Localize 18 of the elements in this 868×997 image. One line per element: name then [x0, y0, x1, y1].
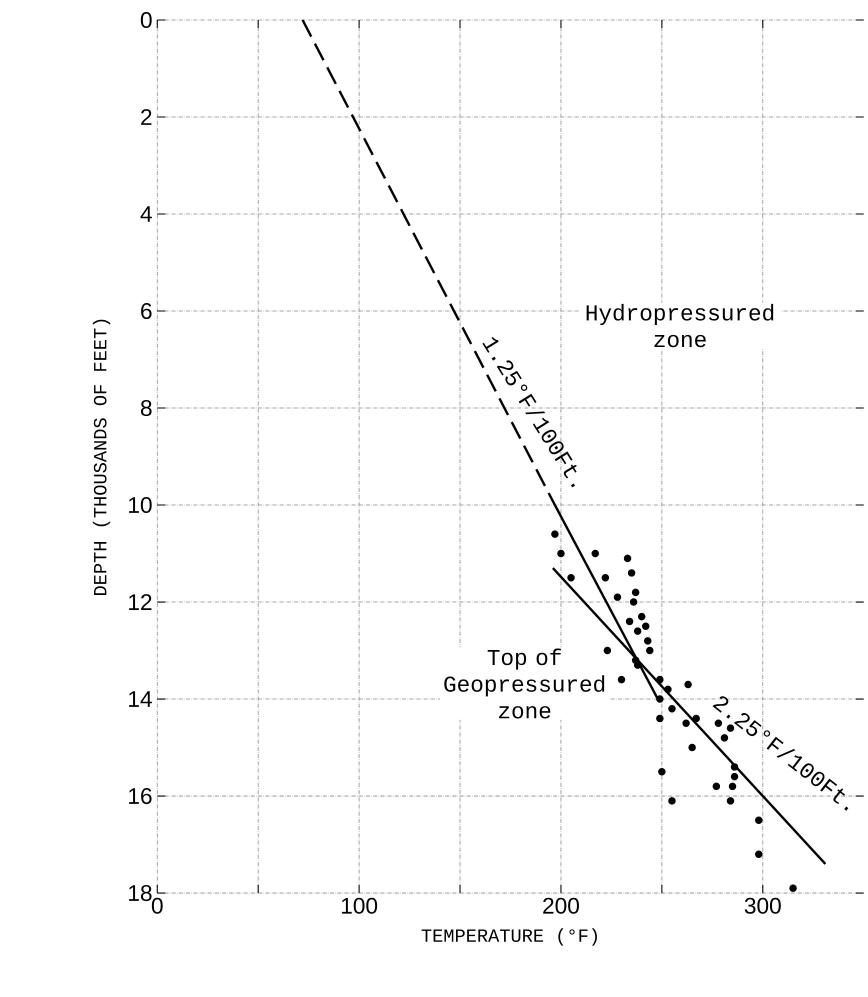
y-tick-label: 10: [129, 497, 152, 514]
y-tick-label: 16: [129, 788, 152, 804]
y-tick-label: 18: [129, 885, 152, 902]
x-axis-title: TEMPERATURE (°F): [422, 928, 598, 946]
y-tick-label: 2: [141, 109, 152, 125]
y-tick-label: 12: [129, 594, 152, 610]
x-tick-label: 100: [342, 898, 378, 914]
y-tick-label: 8: [141, 400, 152, 416]
annotation: Top of Geopressured zone: [444, 648, 604, 718]
y-tick-label: 4: [140, 206, 152, 222]
x-tick-label: 300: [744, 898, 781, 914]
y-tick-label: 6: [141, 302, 152, 320]
x-tick-label: 200: [543, 898, 580, 914]
x-tick-label: 0: [152, 898, 163, 914]
y-axis-title: DEPTH (THOUSANDS OF FEET): [92, 320, 110, 596]
annotation: Hydropressured zone: [586, 304, 774, 348]
y-tick-label: 14: [129, 691, 152, 707]
y-tick-label: 0: [140, 12, 152, 28]
